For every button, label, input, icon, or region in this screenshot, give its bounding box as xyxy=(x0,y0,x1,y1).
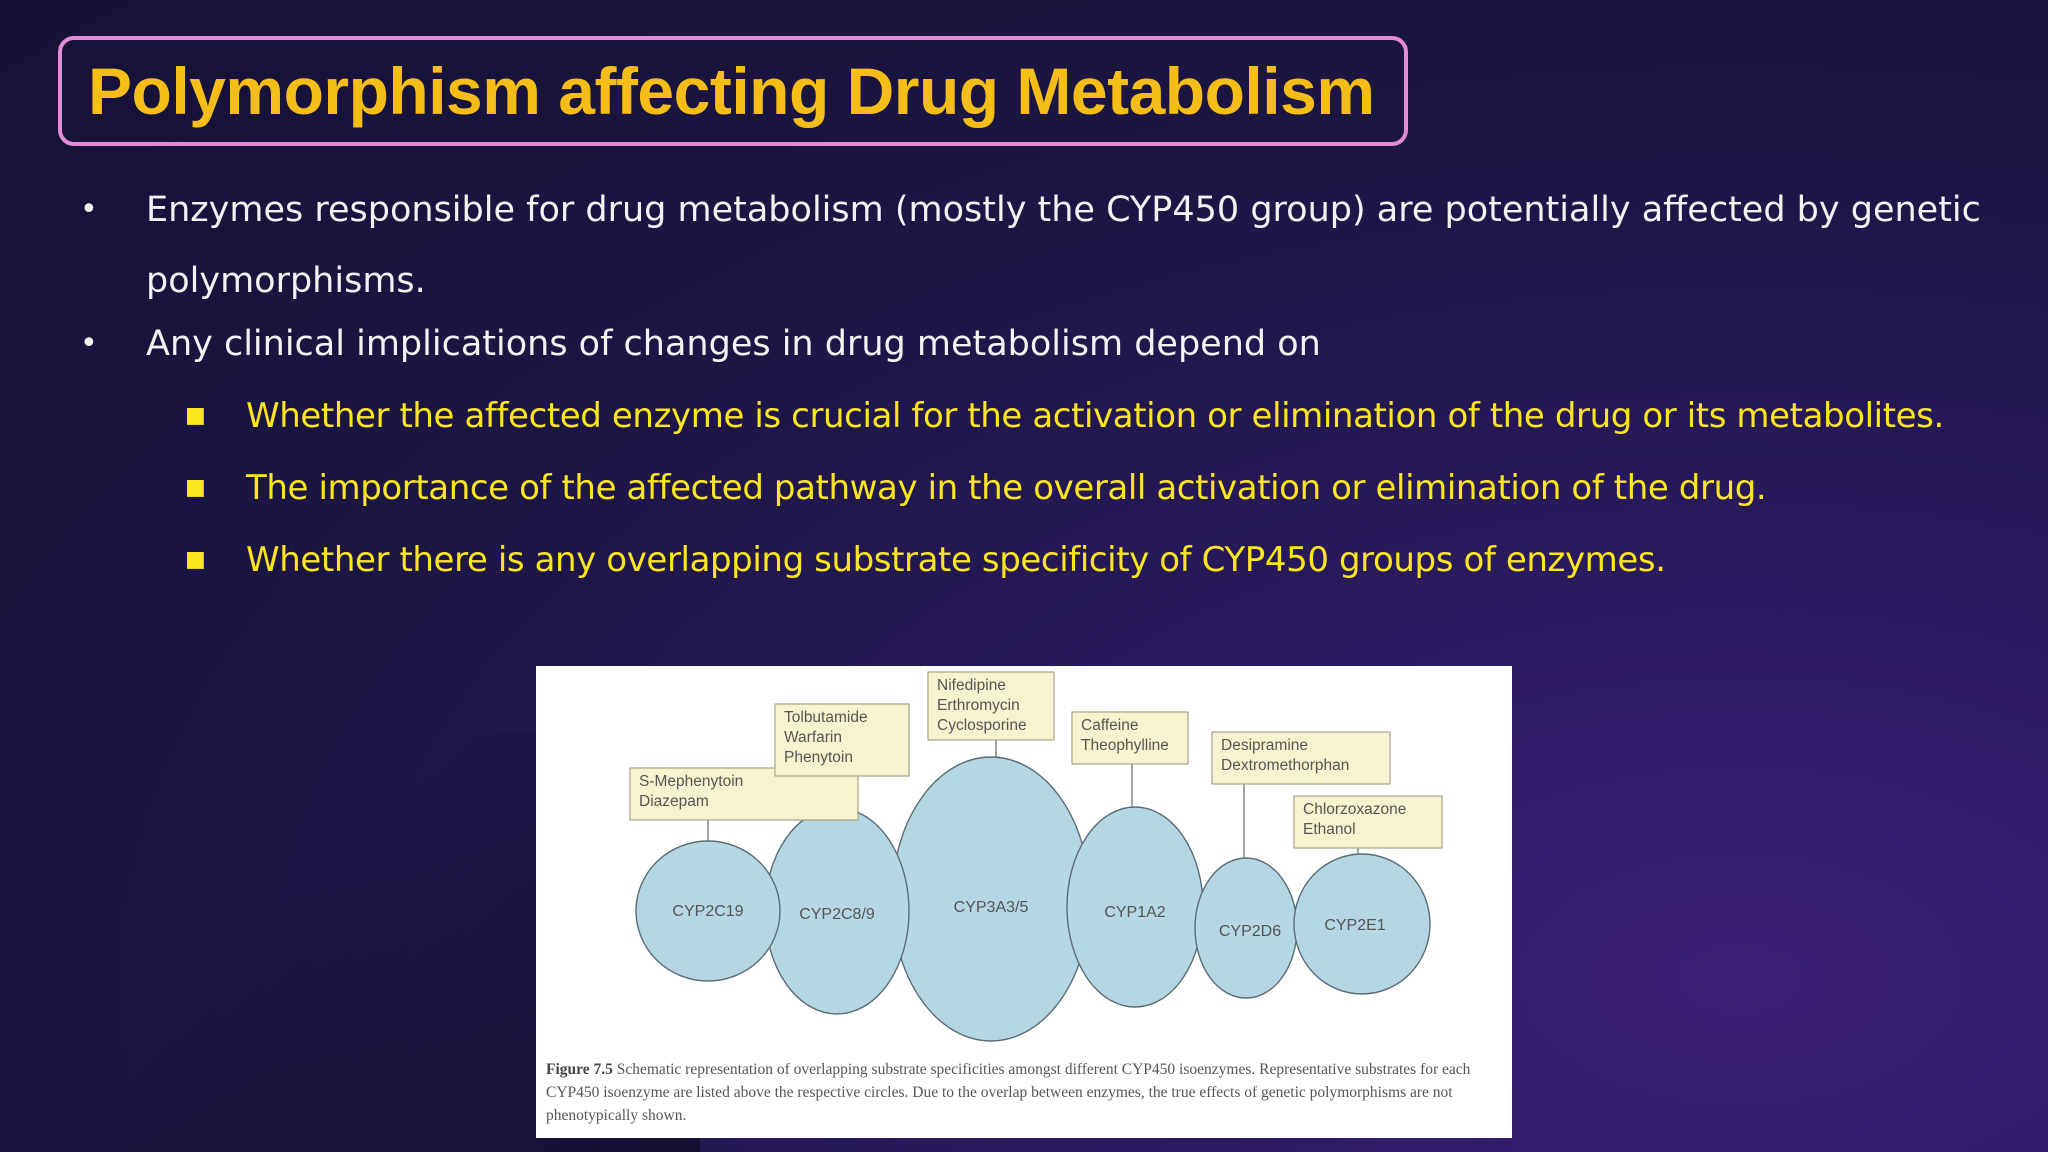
sub-bullet-text: Whether the affected enzyme is crucial f… xyxy=(246,396,1944,436)
enzyme-label: CYP2C8/9 xyxy=(799,906,875,923)
enzyme-label: CYP2E1 xyxy=(1324,917,1385,934)
substrate-box-frame xyxy=(927,671,1055,741)
slide-title: Polymorphism affecting Drug Metabolism xyxy=(88,54,1375,128)
enzyme-label: CYP1A2 xyxy=(1104,904,1165,921)
substrate-label: Chlorzoxazone xyxy=(1303,801,1406,818)
bullet-text: Enzymes responsible for drug metabolism … xyxy=(146,190,1981,230)
square-bullet-icon: ■ xyxy=(185,547,206,572)
substrate-label: Phenytoin xyxy=(784,749,853,766)
substrate-label: Warfarin xyxy=(784,729,842,746)
enzyme-circle xyxy=(1293,853,1431,995)
substrate-box: Tolbutamide Warfarin Phenytoin xyxy=(774,703,910,777)
cyp-overlap-diagram: CYP2C19 CYP2C8/9 CYP3A3/5 CYP1A2 CYP2D6 CYP2E… xyxy=(629,671,1443,1042)
substrate-box: Nifedipine Erthromycin Cyclosporine xyxy=(927,671,1055,741)
substrate-label: Desipramine xyxy=(1221,737,1308,754)
sub-bullet-text: Whether there is any overlapping substra… xyxy=(246,540,1666,580)
substrate-label: Tolbutamide xyxy=(784,709,868,726)
substrate-box: Chlorzoxazone Ethanol xyxy=(1293,795,1443,849)
substrate-label: Caffeine xyxy=(1081,717,1138,734)
caption-label: Figure 7.5 xyxy=(546,1061,613,1078)
square-bullet-icon: ■ xyxy=(185,403,206,428)
figure-caption: Figure 7.5 Schematic representation of o… xyxy=(546,1058,1504,1127)
substrate-label: Theophylline xyxy=(1081,737,1169,754)
substrate-box-frame xyxy=(774,703,910,777)
substrate-label: Dextromethorphan xyxy=(1221,757,1349,774)
enzyme-label: CYP2C19 xyxy=(672,903,743,920)
bullet-text: Any clinical implications of changes in … xyxy=(146,324,1321,364)
substrate-label: Erthromycin xyxy=(937,697,1020,714)
bullet-dot-icon: • xyxy=(80,192,98,227)
substrate-box-frame xyxy=(1293,795,1443,849)
sub-bullet-text: The importance of the affected pathway i… xyxy=(246,468,1767,508)
enzyme-label: CYP3A3/5 xyxy=(954,899,1029,916)
bullet-text: polymorphisms. xyxy=(146,261,426,301)
substrate-box-frame xyxy=(1211,731,1391,785)
substrate-box: Caffeine Theophylline xyxy=(1071,711,1189,765)
substrate-label: S-Mephenytoin xyxy=(639,773,743,790)
bullet-dot-icon: • xyxy=(80,326,98,361)
figure-panel: CYP2C19 CYP2C8/9 CYP3A3/5 CYP1A2 CYP2D6 CYP2E… xyxy=(536,666,1512,1138)
title-box: Polymorphism affecting Drug Metabolism xyxy=(58,36,1408,146)
caption-text: Schematic representation of overlapping … xyxy=(546,1061,1471,1124)
substrate-label: Ethanol xyxy=(1303,821,1356,838)
substrate-box: Desipramine Dextromethorphan xyxy=(1211,731,1391,785)
substrate-box-frame xyxy=(629,767,859,821)
substrate-box-frame xyxy=(1071,711,1189,765)
enzyme-circle xyxy=(635,840,781,982)
substrate-label: Nifedipine xyxy=(937,677,1006,694)
square-bullet-icon: ■ xyxy=(185,475,206,500)
substrate-label: Diazepam xyxy=(639,793,709,810)
substrate-box: S-Mephenytoin Diazepam xyxy=(629,767,859,821)
substrate-label: Cyclosporine xyxy=(937,717,1027,734)
enzyme-label: CYP2D6 xyxy=(1219,923,1281,940)
